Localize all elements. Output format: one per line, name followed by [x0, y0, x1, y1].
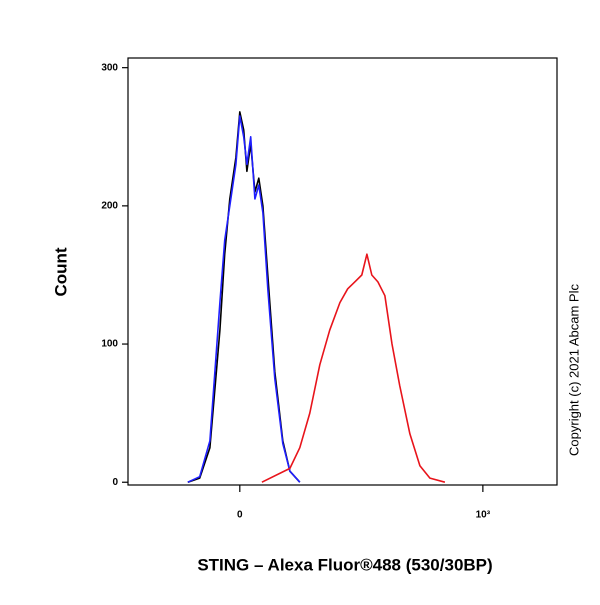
- y-tick-label: 0: [112, 477, 118, 488]
- x-tick-label: 10³: [476, 510, 491, 521]
- y-tick-label: 300: [101, 62, 118, 73]
- x-tick-label: 0: [237, 510, 243, 521]
- histogram-line: [187, 115, 301, 483]
- y-tick-label: 100: [101, 339, 118, 350]
- x-axis-label: STING – Alexa Fluor®488 (530/30BP): [197, 555, 492, 574]
- copyright: Copyright (c) 2021 Abcam Plc: [566, 284, 581, 456]
- histogram-line: [187, 111, 301, 483]
- y-tick-label: 200: [101, 201, 118, 212]
- y-axis-label: Count: [51, 247, 70, 296]
- histogram-line: [261, 253, 446, 483]
- plot-frame: [127, 57, 558, 486]
